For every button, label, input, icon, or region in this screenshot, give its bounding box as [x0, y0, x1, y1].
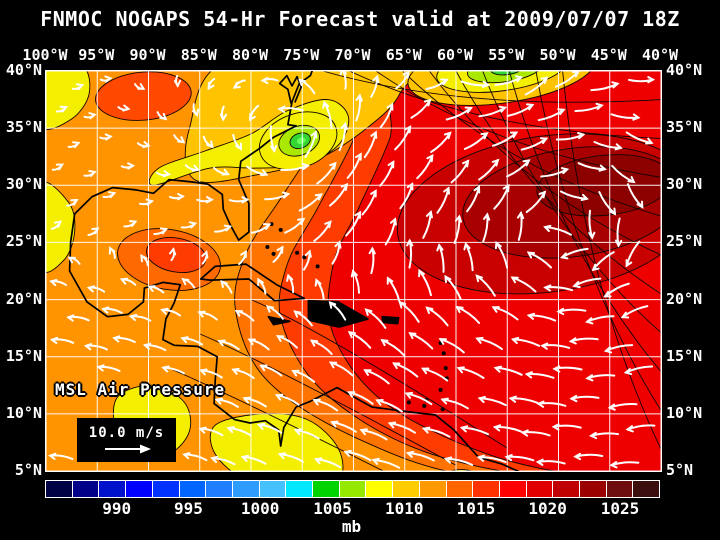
lon-tick-label: 70°W	[334, 46, 371, 64]
lat-tick-label: 30°N	[666, 175, 703, 194]
wind-speed-legend: 10.0 m/s	[77, 418, 176, 462]
colorbar-segment	[365, 481, 393, 497]
colorbar-segment	[151, 481, 179, 497]
colorbar-segment	[178, 481, 206, 497]
lat-tick-label: 35°N	[5, 118, 42, 137]
colorbar-segment	[418, 481, 446, 497]
lat-tick-label: 25°N	[666, 232, 703, 251]
lon-tick-label: 50°W	[539, 46, 576, 64]
wind-reference-arrow-icon	[105, 444, 151, 454]
colorbar-segment	[312, 481, 339, 497]
colorbar-segment	[632, 481, 660, 497]
lon-tick-label: 80°W	[231, 46, 269, 64]
lon-tick-label: 75°W	[283, 46, 320, 64]
page-title: FNMOC NOGAPS 54-Hr Forecast valid at 200…	[40, 7, 680, 31]
colorbar-segment	[445, 481, 473, 497]
lat-tick-label: 25°N	[5, 232, 42, 251]
colorbar-tick-label: 1010	[384, 499, 424, 518]
lon-tick-label: 45°W	[590, 46, 627, 64]
lat-tick-label: 5°N	[666, 461, 694, 479]
lon-tick-label: 85°W	[180, 46, 217, 64]
colorbar-segment	[231, 481, 259, 497]
colorbar-tick-label: 1020	[528, 499, 567, 518]
lat-tick-label: 20°N	[5, 289, 42, 308]
colorbar-segment	[205, 481, 232, 497]
pressure-map-canvas	[46, 71, 661, 471]
colorbar-segment	[46, 481, 72, 497]
lat-tick-label: 10°N	[666, 403, 703, 422]
lat-tick-label: 20°N	[666, 289, 703, 308]
lon-tick-label: 65°W	[385, 46, 422, 64]
colorbar-tick-label: 1005	[313, 499, 352, 518]
lat-tick-label: 30°N	[5, 175, 42, 194]
lat-tick-label: 15°N	[666, 346, 703, 365]
lon-tick-label: 40°W	[641, 46, 679, 64]
lat-tick-label: 35°N	[666, 118, 703, 137]
colorbar-segment	[392, 481, 419, 497]
lat-tick-label: 40°N	[5, 61, 42, 79]
lat-tick-label: 40°N	[666, 61, 703, 79]
colorbar-segment	[338, 481, 366, 497]
pressure-colorbar	[45, 480, 660, 498]
colorbar-segment	[125, 481, 152, 497]
lon-tick-label: 95°W	[78, 46, 115, 64]
colorbar-segment	[525, 481, 553, 497]
lat-tick-label: 15°N	[5, 346, 42, 365]
pressure-map: MSL Air Pressure 10.0 m/s	[45, 70, 662, 472]
colorbar-tick-label: 995	[173, 499, 203, 518]
colorbar-segment	[552, 481, 580, 497]
colorbar-tick-label: 990	[102, 499, 132, 518]
colorbar-tick-label: 1025	[600, 499, 640, 518]
colorbar-tick-label: 1015	[456, 499, 496, 518]
colorbar-segment	[71, 481, 99, 497]
lon-tick-label: 100°W	[22, 46, 68, 64]
colorbar-segment	[579, 481, 606, 497]
colorbar-segment	[258, 481, 286, 497]
colorbar-segment	[98, 481, 126, 497]
lon-tick-label: 55°W	[488, 46, 525, 64]
lat-tick-label: 5°N	[14, 461, 42, 479]
lat-tick-label: 10°N	[5, 403, 42, 422]
colorbar-tick-label: 1000	[240, 499, 280, 518]
colorbar-segment	[472, 481, 499, 497]
lon-tick-label: 60°W	[436, 46, 474, 64]
colorbar-segment	[498, 481, 526, 497]
colorbar-segment	[285, 481, 313, 497]
lon-tick-label: 90°W	[129, 46, 166, 64]
colorbar-segment	[605, 481, 633, 497]
wind-speed-value: 10.0 m/s	[88, 425, 165, 441]
colorbar-unit: mb	[341, 517, 362, 536]
field-label: MSL Air Pressure	[55, 380, 226, 399]
